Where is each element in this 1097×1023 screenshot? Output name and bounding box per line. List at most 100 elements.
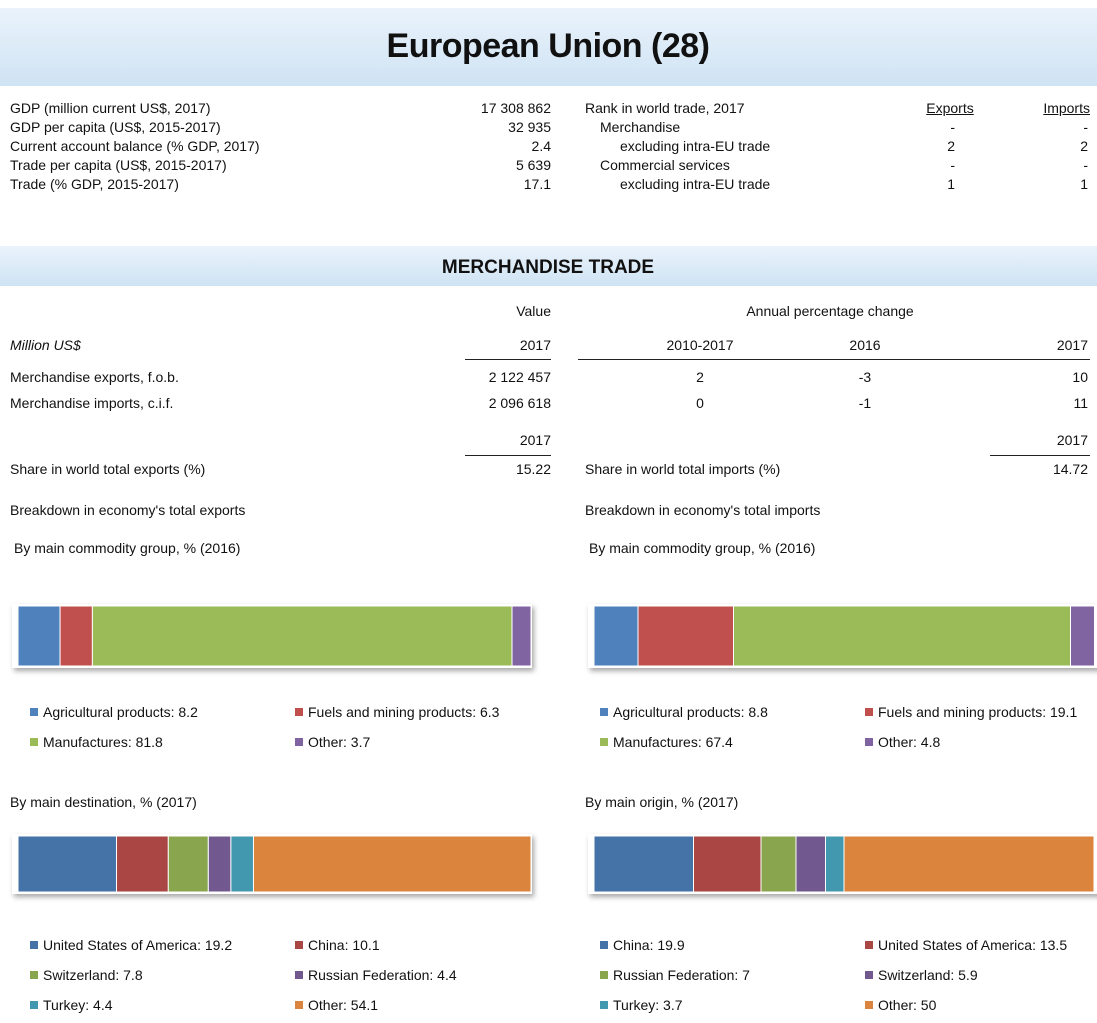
legend-swatch (865, 708, 873, 716)
column-header: 2017 (519, 432, 551, 448)
row-label: Share in world total imports (%) (585, 461, 781, 477)
unit-label: Million US$ (10, 337, 81, 353)
cell: 14.72 (1052, 461, 1088, 477)
cell: -3 (858, 369, 872, 385)
cell: 2 (696, 369, 704, 385)
legend-label: Fuels and mining products: 6.3 (308, 704, 500, 720)
indicator-value: 5 639 (515, 157, 551, 173)
legend-swatch (865, 971, 873, 979)
rank-value: - (950, 119, 955, 135)
legend-swatch (600, 708, 608, 716)
legend-swatch (865, 738, 873, 746)
bar-segment (594, 836, 694, 892)
bar-segment (18, 836, 117, 892)
bar-segment (59, 606, 93, 666)
indicator-value: 32 935 (508, 119, 551, 135)
rank-label: Commercial services (600, 157, 730, 173)
cell: 10 (1072, 369, 1088, 385)
legend-label: Switzerland: 5.9 (878, 967, 978, 983)
bar-segment (1070, 606, 1095, 666)
indicator-value: 17 308 862 (480, 100, 551, 116)
legend-swatch (30, 708, 38, 716)
indicator-label: Current account balance (% GDP, 2017) (10, 138, 260, 154)
bar-segment (511, 606, 532, 666)
page-title: European Union (28) (386, 27, 710, 65)
indicator-value: 17.1 (523, 176, 551, 192)
bar-segment (252, 836, 532, 892)
stacked-bar (594, 836, 1095, 892)
column-header: Value (516, 303, 551, 319)
title-band (0, 8, 1097, 86)
legend-label: United States of America: 13.5 (878, 937, 1068, 953)
legend-label: China: 19.9 (613, 937, 685, 953)
section-title: MERCHANDISE TRADE (441, 257, 655, 278)
indicator-label: Trade (% GDP, 2015-2017) (10, 176, 179, 192)
column-header: Imports (1043, 100, 1090, 116)
row-label: Merchandise exports, f.o.b. (10, 369, 179, 385)
rule (465, 359, 551, 360)
legend-swatch (865, 1001, 873, 1009)
indicator-label: GDP per capita (US$, 2015-2017) (10, 119, 221, 135)
cell: 2 122 457 (488, 369, 551, 385)
rank-label: excluding intra-EU trade (620, 176, 771, 192)
cell: 11 (1073, 395, 1088, 411)
rank-value: - (950, 157, 955, 173)
rank-title: Rank in world trade, 2017 (585, 100, 745, 116)
legend-swatch (295, 708, 303, 716)
legend-label: Fuels and mining products: 19.1 (878, 704, 1078, 720)
legend-swatch (295, 738, 303, 746)
legend-label: Turkey: 4.4 (43, 997, 113, 1013)
column-header: 2017 (1056, 432, 1088, 448)
rank-value: 2 (947, 138, 955, 154)
bar-segment (795, 836, 826, 892)
legend-label: Other: 4.8 (878, 734, 941, 750)
row-label: Merchandise imports, c.i.f. (10, 395, 174, 411)
legend-swatch (600, 971, 608, 979)
bar-segment (18, 606, 61, 666)
legend-label: Manufactures: 67.4 (613, 734, 733, 750)
legend-label: China: 10.1 (308, 937, 380, 953)
column-header: 2017 (519, 337, 551, 353)
bar-segment (637, 606, 734, 666)
chart-title: By main destination, % (2017) (10, 794, 197, 810)
bar-segment (91, 606, 513, 666)
legend-label: Other: 3.7 (308, 734, 371, 750)
chart-title: By main commodity group, % (2016) (589, 540, 816, 556)
bar-segment (760, 836, 797, 892)
rank-value: 2 (1080, 138, 1088, 154)
cell: 0 (696, 395, 704, 411)
rank-value: - (1083, 157, 1088, 173)
legend-swatch (600, 1001, 608, 1009)
breakdown-title: Breakdown in economy's total imports (585, 502, 821, 518)
legend-label: Other: 50 (878, 997, 937, 1013)
bar-segment (843, 836, 1095, 892)
legend-swatch (295, 1001, 303, 1009)
indicator-label: GDP (million current US$, 2017) (10, 100, 211, 116)
rule (990, 455, 1090, 456)
stacked-bar (18, 606, 532, 666)
section-band (0, 246, 1097, 286)
legend-swatch (295, 971, 303, 979)
breakdown-title: Breakdown in economy's total exports (10, 502, 246, 518)
stacked-bar (18, 836, 532, 892)
legend-swatch (600, 941, 608, 949)
legend-swatch (30, 738, 38, 746)
legend-label: Russian Federation: 7 (613, 967, 750, 983)
legend-label: Russian Federation: 4.4 (308, 967, 457, 983)
legend-label: Manufactures: 81.8 (43, 734, 163, 750)
cell: 2 096 618 (488, 395, 551, 411)
legend-label: Switzerland: 7.8 (43, 967, 143, 983)
legend-label: Turkey: 3.7 (613, 997, 683, 1013)
bar-segment (733, 606, 1071, 666)
cell: 15.22 (515, 461, 551, 477)
legend-swatch (30, 1001, 38, 1009)
bar-segment (693, 836, 762, 892)
indicator-value: 2.4 (531, 138, 551, 154)
bar-segment (825, 836, 845, 892)
rule (578, 359, 1090, 360)
legend-swatch (600, 738, 608, 746)
indicator-label: Trade per capita (US$, 2015-2017) (10, 157, 227, 173)
legend-label: Agricultural products: 8.8 (613, 704, 768, 720)
bar-segment (167, 836, 209, 892)
